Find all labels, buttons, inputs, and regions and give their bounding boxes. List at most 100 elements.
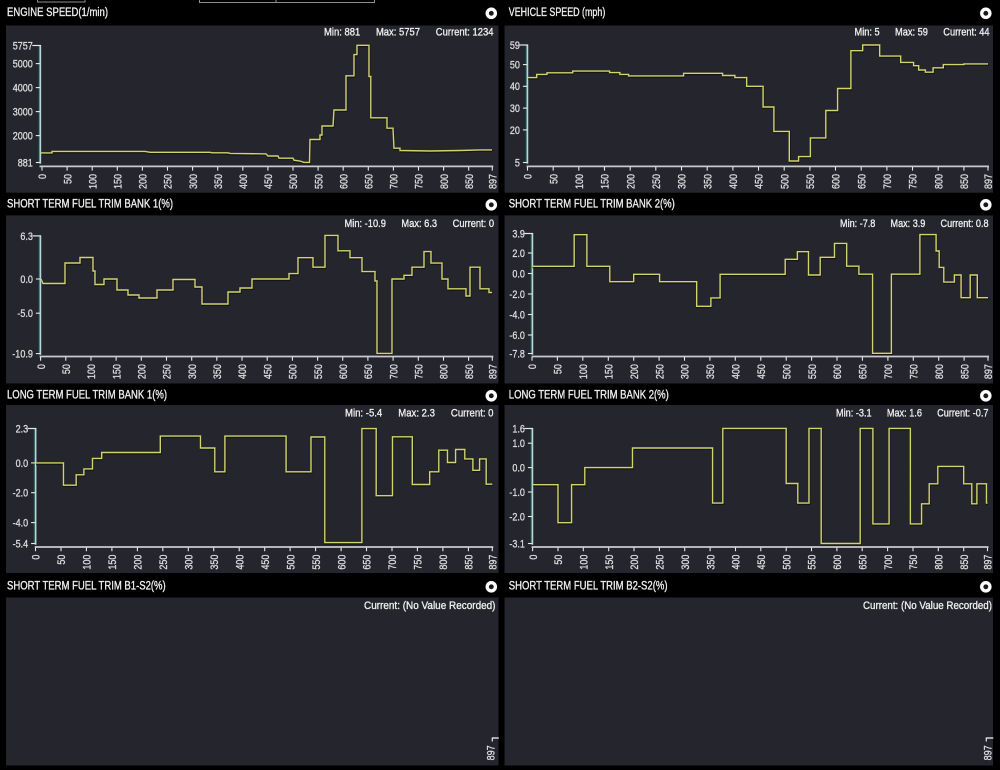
svg-text:200: 200: [625, 174, 637, 189]
svg-text:SHORT TERM FUEL TRIM BANK 1(%): SHORT TERM FUEL TRIM BANK 1(%): [7, 198, 173, 210]
svg-text:150: 150: [600, 174, 612, 189]
svg-text:350: 350: [705, 364, 717, 379]
svg-text:750: 750: [908, 174, 920, 189]
svg-text:250: 250: [651, 174, 663, 189]
svg-text:0.0: 0.0: [512, 268, 525, 280]
svg-text:650: 650: [362, 555, 374, 570]
svg-text:SHORT TERM FUEL TRIM BANK 2(%): SHORT TERM FUEL TRIM BANK 2(%): [509, 198, 675, 210]
svg-text:897: 897: [488, 174, 500, 189]
svg-text:50: 50: [56, 555, 68, 565]
svg-text:400: 400: [238, 174, 250, 189]
svg-text:897: 897: [488, 555, 500, 570]
svg-text:400: 400: [234, 555, 246, 570]
svg-text:350: 350: [213, 174, 225, 189]
svg-text:0: 0: [37, 174, 49, 179]
svg-text:750: 750: [414, 174, 426, 189]
svg-text:700: 700: [882, 174, 894, 189]
svg-text:LONG TERM FUEL TRIM BANK 2(%): LONG TERM FUEL TRIM BANK 2(%): [509, 389, 669, 401]
svg-text:200: 200: [137, 364, 149, 379]
svg-text:850: 850: [959, 174, 971, 189]
svg-text:-5.0: -5.0: [17, 308, 33, 320]
svg-text:150: 150: [107, 555, 119, 570]
svg-text:0: 0: [36, 364, 48, 369]
svg-text:40: 40: [510, 81, 520, 93]
svg-text:550: 550: [807, 555, 819, 570]
svg-text:Min: -7.8 Max: 3.9 C: Min: -7.8 Max: 3.9 Current: 0.8: [840, 218, 989, 230]
svg-text:300: 300: [677, 174, 689, 189]
svg-text:200: 200: [133, 555, 145, 570]
svg-text:250: 250: [163, 174, 175, 189]
svg-text:400: 400: [728, 174, 740, 189]
svg-text:-7.8: -7.8: [509, 348, 525, 360]
svg-text:500: 500: [288, 174, 300, 189]
svg-text:0: 0: [528, 555, 540, 560]
svg-text:20: 20: [510, 125, 520, 137]
svg-text:700: 700: [389, 174, 401, 189]
svg-text:Min: -5.4 Max: 2.3 C: Min: -5.4 Max: 2.3 Current: 0: [345, 408, 494, 420]
svg-text:1.6: 1.6: [512, 423, 525, 435]
svg-text:0.0: 0.0: [16, 458, 29, 470]
svg-text:150: 150: [604, 364, 616, 379]
svg-text:400: 400: [731, 555, 743, 570]
svg-text:800: 800: [934, 555, 946, 570]
svg-text:5: 5: [515, 157, 520, 169]
svg-text:100: 100: [87, 174, 99, 189]
svg-text:6.3: 6.3: [20, 231, 33, 243]
svg-text:300: 300: [188, 174, 200, 189]
svg-text:0.0: 0.0: [20, 274, 33, 286]
svg-text:600: 600: [338, 364, 350, 379]
svg-text:350: 350: [705, 555, 717, 570]
svg-text:Min: 5 Max: 59 Curre: Min: 5 Max: 59 Current: 44: [855, 27, 990, 39]
svg-text:Current: (No Value Recorded): Current: (No Value Recorded): [364, 600, 496, 612]
svg-text:100: 100: [86, 364, 98, 379]
svg-text:-3.1: -3.1: [509, 538, 525, 550]
svg-text:50: 50: [62, 174, 74, 184]
svg-text:250: 250: [655, 555, 667, 570]
svg-text:700: 700: [387, 555, 399, 570]
svg-text:600: 600: [832, 364, 844, 379]
svg-text:881: 881: [18, 157, 33, 169]
svg-text:897: 897: [983, 174, 995, 189]
svg-text:350: 350: [209, 555, 221, 570]
svg-text:750: 750: [413, 555, 425, 570]
svg-text:SHORT TERM FUEL TRIM B1-S2(%): SHORT TERM FUEL TRIM B1-S2(%): [7, 580, 166, 592]
svg-text:50: 50: [553, 555, 565, 565]
svg-text:-1.0: -1.0: [509, 487, 525, 499]
svg-text:800: 800: [934, 364, 946, 379]
svg-text:150: 150: [113, 174, 125, 189]
svg-text:850: 850: [464, 174, 476, 189]
svg-text:-2.0: -2.0: [509, 289, 525, 301]
svg-text:450: 450: [756, 364, 768, 379]
svg-text:850: 850: [959, 364, 971, 379]
svg-text:350: 350: [212, 364, 224, 379]
svg-text:3.9: 3.9: [512, 228, 525, 240]
svg-text:897: 897: [983, 555, 995, 570]
svg-text:600: 600: [338, 174, 350, 189]
svg-text:50: 50: [510, 60, 520, 72]
svg-text:-10.9: -10.9: [12, 349, 33, 361]
svg-text:600: 600: [831, 174, 843, 189]
svg-text:200: 200: [629, 364, 641, 379]
svg-text:0: 0: [523, 174, 535, 179]
svg-text:550: 550: [311, 555, 323, 570]
svg-text:350: 350: [702, 174, 714, 189]
svg-text:LONG TERM FUEL TRIM BANK 1(%): LONG TERM FUEL TRIM BANK 1(%): [7, 389, 167, 401]
svg-text:3000: 3000: [13, 107, 33, 119]
svg-text:1.0: 1.0: [512, 438, 525, 450]
svg-text:Min: 881 Max: 5757 C: Min: 881 Max: 5757 Current: 1234: [324, 27, 494, 39]
svg-text:Current: (No Value Recorded): Current: (No Value Recorded): [863, 600, 992, 612]
svg-text:800: 800: [439, 174, 451, 189]
svg-text:50: 50: [61, 364, 73, 374]
svg-text:550: 550: [805, 174, 817, 189]
svg-text:ENGINE SPEED(1/min): ENGINE SPEED(1/min): [7, 7, 108, 19]
svg-text:0: 0: [527, 364, 539, 369]
svg-text:650: 650: [364, 174, 376, 189]
svg-text:50: 50: [553, 364, 565, 374]
svg-text:450: 450: [756, 555, 768, 570]
svg-text:-4.0: -4.0: [13, 518, 29, 530]
svg-text:-2.0: -2.0: [13, 488, 29, 500]
svg-text:850: 850: [464, 364, 476, 379]
svg-text:700: 700: [883, 555, 895, 570]
svg-text:250: 250: [158, 555, 170, 570]
svg-text:2.3: 2.3: [16, 423, 29, 435]
